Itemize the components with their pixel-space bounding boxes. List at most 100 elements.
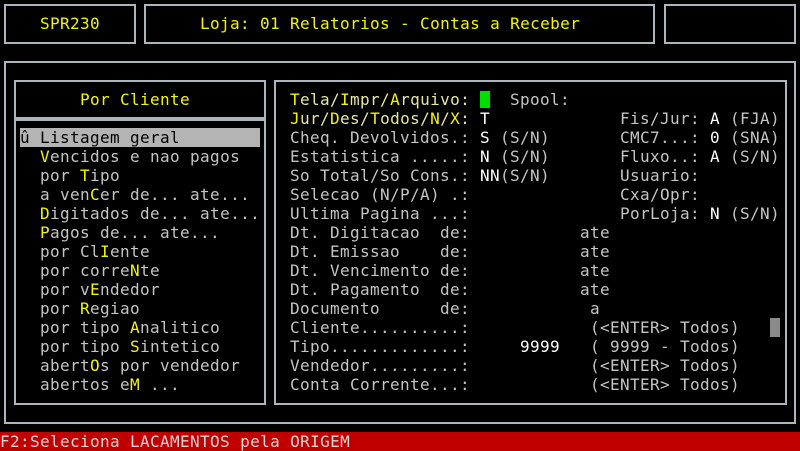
menu-item-hotkey: I	[100, 242, 111, 261]
menu-title-box	[14, 80, 266, 119]
menu-item-hotkey: M	[130, 375, 141, 394]
hotkey: X	[450, 109, 461, 128]
menu-item-hotkey: O	[90, 356, 101, 375]
dt-pagamento-ate: ate	[580, 280, 611, 299]
estat-field[interactable]: N	[480, 147, 491, 166]
menu-item-hotkey: P	[40, 223, 51, 242]
menu-item-abertos-em[interactable]: abertos eM ...	[40, 375, 180, 394]
empty-box	[664, 4, 796, 44]
menu-item-digitados[interactable]: Digitados de... ate...	[40, 204, 260, 223]
menu-item-hotkey: R	[80, 299, 91, 318]
vendedor-hint: (<ENTER> Todos)	[590, 356, 741, 375]
porloja-hint: (S/N)	[730, 204, 781, 223]
title-box	[144, 4, 655, 44]
menu-item-text: intetico	[140, 337, 221, 356]
cmc7-field[interactable]: 0	[710, 128, 721, 147]
menu-item-por-regiao[interactable]: por Regiao	[40, 299, 140, 318]
cmc7-label: CMC7...:	[620, 128, 701, 147]
menu-item-text: ...	[140, 375, 181, 394]
hotkey: A	[390, 90, 401, 109]
menu-item-label: û Listagem geral	[20, 128, 181, 147]
menu-item-abertos-vendedor[interactable]: abertOs por vendedor	[40, 356, 240, 375]
porloja-label: PorLoja:	[620, 204, 701, 223]
menu-item-pagos[interactable]: Pagos de... ate...	[40, 223, 220, 242]
window-title: Loja: 01 Relatorios - Contas a Receber	[200, 14, 581, 33]
menu-item-por-vendedor[interactable]: por vEndedor	[40, 280, 160, 299]
hotkey: J	[290, 109, 301, 128]
documento-label: Documento de:	[290, 299, 471, 318]
conta-hint: (<ENTER> Todos)	[590, 375, 741, 394]
usuario-label: Usuario:	[620, 166, 701, 185]
cxaopr-label: Cxa/Opr:	[620, 185, 701, 204]
menu-item-text: egiao	[90, 299, 141, 318]
hotkey: N	[430, 109, 441, 128]
label-text: rquivo:	[400, 90, 471, 109]
menu-item-hotkey: S	[130, 337, 141, 356]
menu-item-text: s por vendedor	[100, 356, 241, 375]
menu-item-tipo-analitico[interactable]: por tipo Analitico	[40, 318, 220, 337]
ultima-label: Ultima Pagina ...:	[290, 204, 471, 223]
menu-item-text: por	[40, 166, 81, 185]
menu-item-text: igitados de... ate...	[50, 204, 261, 223]
menu-item-text: ente	[110, 242, 151, 261]
menu-item-por-cliente[interactable]: por ClIente	[40, 242, 150, 261]
estat-hint: (S/N)	[500, 147, 551, 166]
cliente-label: Cliente..........:	[290, 318, 471, 337]
cliente-hint: (<ENTER> Todos)	[590, 318, 741, 337]
hotkey: T	[370, 109, 381, 128]
fluxo-field[interactable]: A	[710, 147, 721, 166]
sototal-label: So Total/So Cons.:	[290, 166, 471, 185]
menu-item-text: a ven	[40, 185, 91, 204]
sototal-hint: (S/N)	[500, 166, 551, 185]
program-box	[4, 4, 136, 44]
conta-label: Conta Corrente...:	[290, 375, 471, 394]
sototal-field[interactable]: NN	[480, 166, 501, 185]
fisjur-field[interactable]: A	[710, 109, 721, 128]
menu-item-text: por tipo	[40, 318, 131, 337]
tipo-hint: ( 9999 - Todos)	[590, 337, 741, 356]
label-text: odos/	[380, 109, 431, 128]
spool-label: Spool:	[510, 90, 571, 109]
menu-item-text: por Cl	[40, 242, 101, 261]
status-text: F2:Seleciona LACAMENTOS pela ORIGEM	[0, 432, 351, 451]
tipo-field[interactable]: 9999	[520, 337, 561, 356]
dt-emissao-ate: ate	[580, 242, 611, 261]
dt-vencimento-ate: ate	[580, 261, 611, 280]
fluxo-label: Fluxo..:	[620, 147, 701, 166]
menu-item-hotkey: T	[80, 166, 91, 185]
menu-item-text: por v	[40, 280, 91, 299]
output-input-cursor[interactable]	[480, 91, 490, 108]
fluxo-hint: (S/N)	[730, 147, 781, 166]
dt-digitacao-ate: ate	[580, 223, 611, 242]
vendedor-label: Vendedor.........:	[290, 356, 471, 375]
menu-item-hotkey: A	[130, 318, 141, 337]
label-text: es/	[340, 109, 371, 128]
program-code: SPR230	[40, 14, 101, 33]
menu-item-listagem-geral[interactable]: û Listagem geral	[20, 128, 260, 147]
cmc7-hint: (SNA)	[730, 128, 781, 147]
menu-item-hotkey: C	[90, 185, 101, 204]
label-text: ur/	[300, 109, 331, 128]
scrollbar-thumb[interactable]	[770, 318, 780, 337]
menu-item-hotkey: E	[90, 280, 101, 299]
menu-item-por-corrente[interactable]: por correNte	[40, 261, 160, 280]
menu-item-tipo-sintetico[interactable]: por tipo Sintetico	[40, 337, 220, 356]
menu-item-text: te	[140, 261, 161, 280]
porloja-field[interactable]: N	[710, 204, 721, 223]
menu-item-text: ipo	[90, 166, 121, 185]
menu-title: Por Cliente	[80, 90, 191, 109]
menu-item-vencidos[interactable]: Vencidos e nao pagos	[40, 147, 240, 166]
menu-item-hotkey: N	[130, 261, 141, 280]
menu-item-por-tipo[interactable]: por Tipo	[40, 166, 120, 185]
cheq-hint: (S/N)	[500, 128, 551, 147]
label-text: /	[440, 109, 451, 128]
menu-item-text: ndedor	[100, 280, 161, 299]
status-bar: F2:Seleciona LACAMENTOS pela ORIGEM	[0, 432, 800, 451]
fisjur-hint: (FJA)	[730, 109, 781, 128]
cheq-field[interactable]: S	[480, 128, 491, 147]
dt-vencimento-label: Dt. Vencimento de:	[290, 261, 471, 280]
jur-field[interactable]: T	[480, 109, 491, 128]
hotkey: T	[290, 90, 301, 109]
estat-label: Estatistica .....:	[290, 147, 471, 166]
menu-item-a-vencer[interactable]: a venCer de... ate...	[40, 185, 250, 204]
